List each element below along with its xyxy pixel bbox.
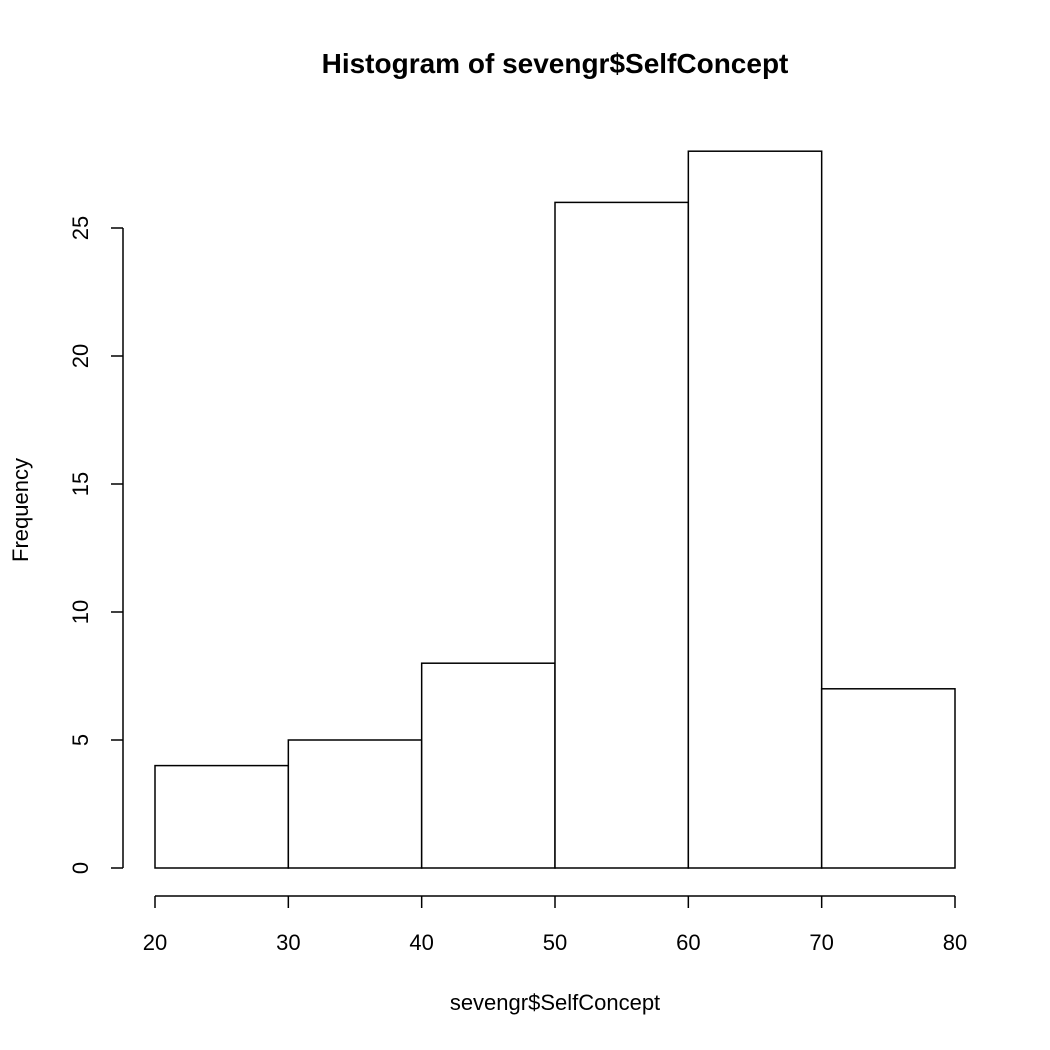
histogram-bar-20-30 bbox=[154, 764, 290, 869]
y-tick-label: 15 bbox=[68, 472, 93, 496]
histogram-bar-50-60 bbox=[554, 201, 690, 869]
y-tick-label: 10 bbox=[68, 600, 93, 624]
x-tick-label: 20 bbox=[143, 930, 167, 955]
histogram-bar-70-80 bbox=[820, 688, 956, 869]
chart-title: Histogram of sevengr$SelfConcept bbox=[322, 48, 789, 79]
histogram-bar-40-50 bbox=[420, 662, 556, 869]
y-tick-label: 20 bbox=[68, 344, 93, 368]
x-tick-label: 70 bbox=[809, 930, 833, 955]
histogram-bar-30-40 bbox=[287, 739, 423, 869]
x-tick-label: 80 bbox=[943, 930, 967, 955]
x-tick-label: 30 bbox=[276, 930, 300, 955]
y-axis: 0 5 10 15 20 25 bbox=[68, 216, 124, 874]
y-tick-label: 25 bbox=[68, 216, 93, 240]
x-axis-label: sevengr$SelfConcept bbox=[450, 990, 660, 1015]
x-tick-label: 60 bbox=[676, 930, 700, 955]
bars-layer bbox=[154, 150, 956, 869]
x-axis: 20 30 40 50 60 70 80 bbox=[143, 895, 967, 955]
histogram-bar-60-70 bbox=[687, 150, 823, 869]
x-tick-label: 40 bbox=[409, 930, 433, 955]
y-tick-label: 0 bbox=[68, 862, 93, 874]
x-tick-label: 50 bbox=[543, 930, 567, 955]
y-tick-label: 5 bbox=[68, 734, 93, 746]
y-axis-label: Frequency bbox=[8, 458, 33, 562]
